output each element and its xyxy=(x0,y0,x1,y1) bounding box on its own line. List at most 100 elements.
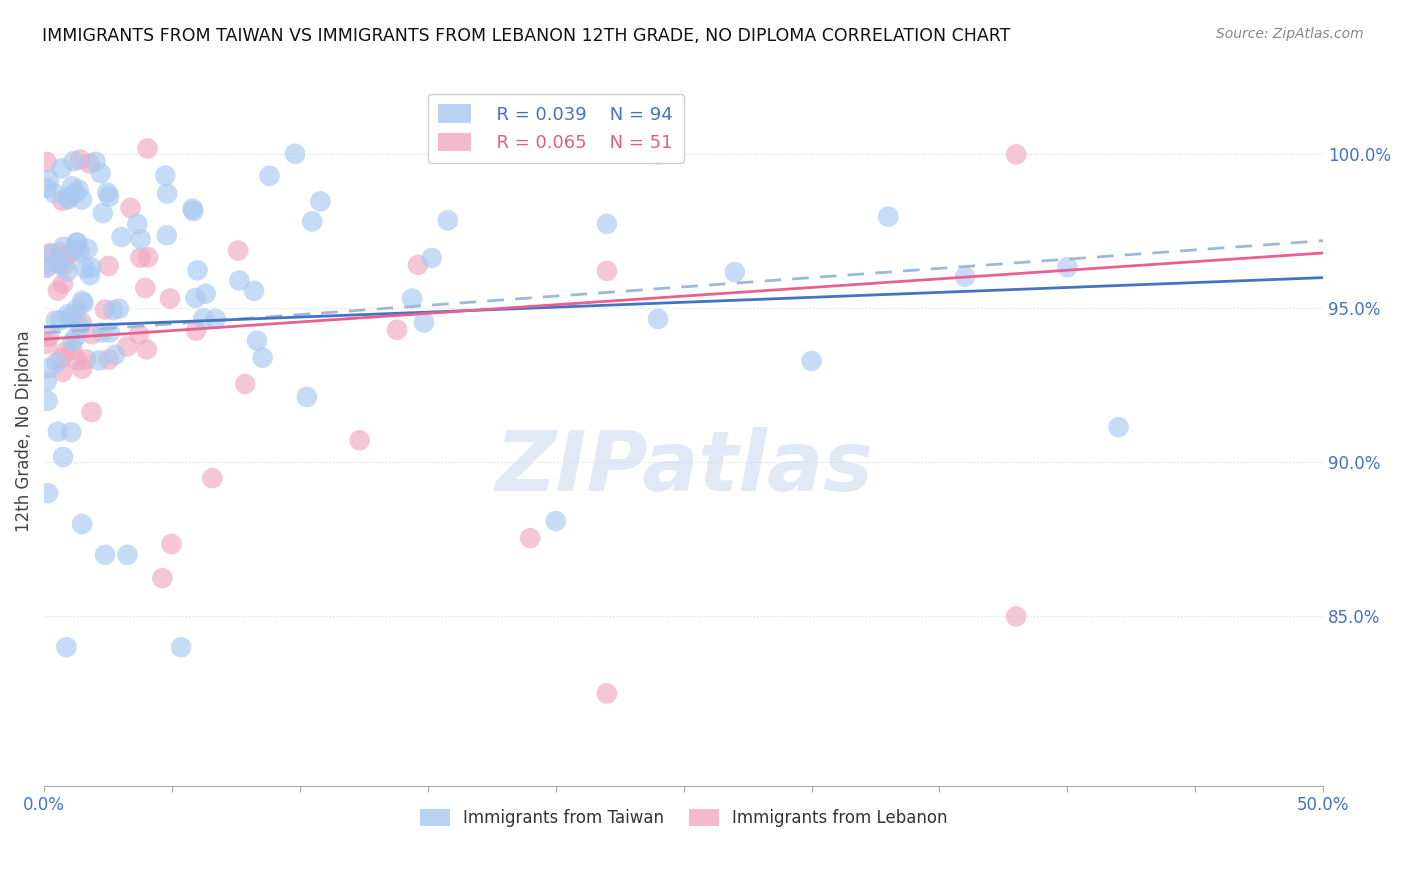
Point xyxy=(70,293,93,308)
Point xyxy=(309,194,332,209)
Point xyxy=(647,312,669,326)
Point xyxy=(91,206,114,220)
Point xyxy=(129,232,152,246)
Point xyxy=(97,259,120,273)
Point xyxy=(94,548,117,562)
Point xyxy=(49,245,72,260)
Point xyxy=(226,244,249,258)
Point xyxy=(52,277,75,291)
Point xyxy=(66,235,89,250)
Point xyxy=(75,352,97,367)
Point xyxy=(73,261,96,276)
Text: ZIPatlas: ZIPatlas xyxy=(495,426,873,508)
Point xyxy=(98,326,121,340)
Y-axis label: 12th Grade, No Diploma: 12th Grade, No Diploma xyxy=(15,331,32,533)
Point xyxy=(35,260,58,274)
Point xyxy=(596,686,619,700)
Point xyxy=(60,179,83,194)
Point xyxy=(38,246,60,260)
Point xyxy=(128,327,150,342)
Point xyxy=(55,344,77,359)
Point xyxy=(91,326,114,340)
Point xyxy=(60,425,83,439)
Point xyxy=(65,330,87,344)
Point xyxy=(46,284,69,298)
Point xyxy=(877,210,900,224)
Point xyxy=(120,201,142,215)
Point xyxy=(596,264,619,278)
Point xyxy=(79,268,101,282)
Point xyxy=(56,193,79,207)
Point xyxy=(52,450,75,464)
Point xyxy=(60,310,83,324)
Point xyxy=(60,343,83,357)
Point xyxy=(70,315,93,329)
Point xyxy=(51,250,73,264)
Point xyxy=(97,352,120,367)
Point xyxy=(413,316,436,330)
Point xyxy=(80,327,103,342)
Point xyxy=(87,353,110,368)
Point xyxy=(84,154,107,169)
Point xyxy=(134,281,156,295)
Point xyxy=(724,265,747,279)
Point xyxy=(58,247,80,261)
Point xyxy=(52,240,75,254)
Point xyxy=(49,258,72,272)
Point xyxy=(69,244,91,259)
Point xyxy=(204,312,226,326)
Point xyxy=(243,284,266,298)
Point xyxy=(80,260,103,275)
Point xyxy=(115,339,138,353)
Point xyxy=(79,156,101,170)
Point xyxy=(67,183,90,197)
Point xyxy=(233,376,256,391)
Point xyxy=(41,247,63,261)
Point xyxy=(159,292,181,306)
Point xyxy=(98,189,121,203)
Point xyxy=(596,217,619,231)
Point xyxy=(56,264,79,278)
Point xyxy=(194,286,217,301)
Point xyxy=(70,516,93,531)
Point xyxy=(51,194,73,208)
Point xyxy=(406,258,429,272)
Point xyxy=(56,190,79,204)
Point xyxy=(66,353,89,368)
Point xyxy=(155,169,177,183)
Point xyxy=(66,302,89,317)
Point xyxy=(62,334,84,349)
Point xyxy=(156,228,179,243)
Point xyxy=(184,291,207,305)
Point xyxy=(35,155,58,169)
Point xyxy=(45,313,67,327)
Point xyxy=(284,146,307,161)
Point xyxy=(301,214,323,228)
Point xyxy=(63,243,86,257)
Point xyxy=(252,351,274,365)
Point xyxy=(38,330,60,344)
Point xyxy=(544,514,567,528)
Legend: Immigrants from Taiwan, Immigrants from Lebanon: Immigrants from Taiwan, Immigrants from … xyxy=(413,803,955,834)
Point xyxy=(170,640,193,655)
Point xyxy=(51,351,73,366)
Point xyxy=(55,640,77,655)
Point xyxy=(37,486,59,500)
Point xyxy=(259,169,281,183)
Point xyxy=(150,571,173,585)
Point xyxy=(38,173,60,187)
Point xyxy=(65,235,87,250)
Point xyxy=(108,301,131,316)
Point xyxy=(135,343,157,357)
Point xyxy=(136,141,159,155)
Text: IMMIGRANTS FROM TAIWAN VS IMMIGRANTS FROM LEBANON 12TH GRADE, NO DIPLOMA CORRELA: IMMIGRANTS FROM TAIWAN VS IMMIGRANTS FRO… xyxy=(42,27,1011,45)
Point xyxy=(519,531,541,545)
Point xyxy=(117,548,139,562)
Point xyxy=(129,251,152,265)
Point xyxy=(46,256,69,270)
Point xyxy=(104,348,127,362)
Point xyxy=(647,147,669,161)
Point xyxy=(186,263,208,277)
Point xyxy=(401,292,423,306)
Point xyxy=(156,186,179,201)
